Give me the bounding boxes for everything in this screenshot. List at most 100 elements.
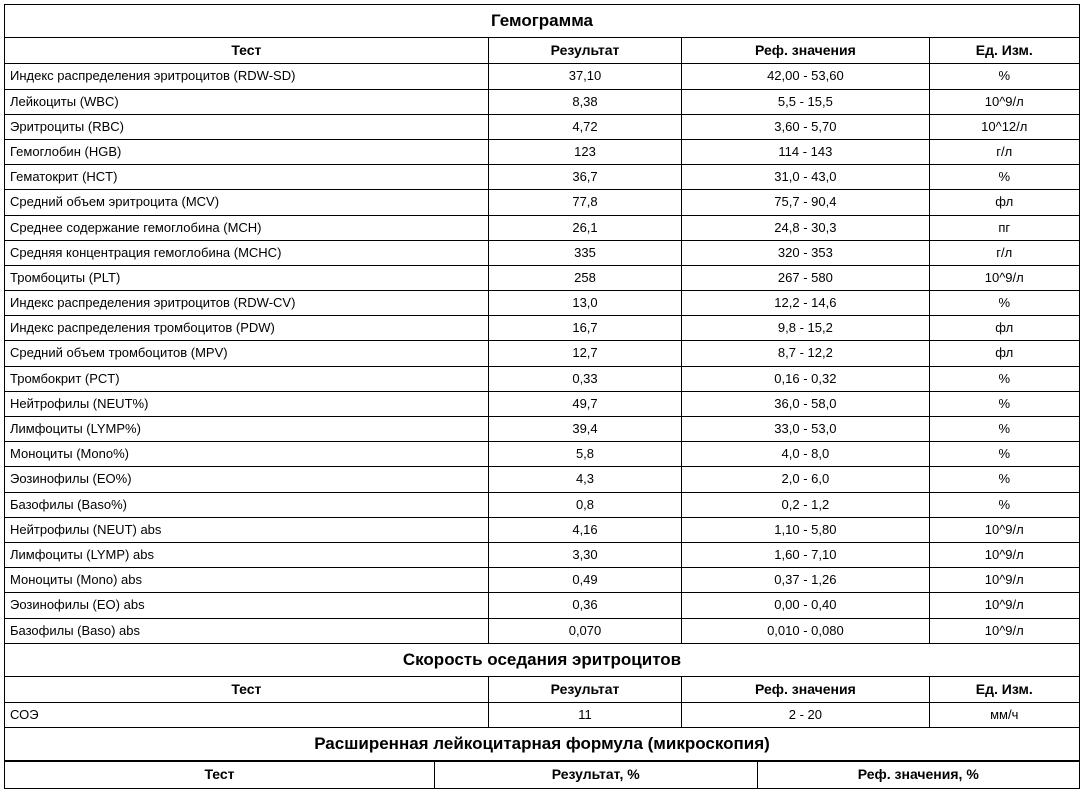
test-name-cell: Индекс распределения эритроцитов (RDW-SD… xyxy=(5,64,489,89)
test-name-cell: Средний объем тромбоцитов (MPV) xyxy=(5,341,489,366)
section1-body: Индекс распределения эритроцитов (RDW-SD… xyxy=(5,64,1080,643)
ref-cell: 24,8 - 30,3 xyxy=(682,215,929,240)
table-row: Индекс распределения эритроцитов (RDW-SD… xyxy=(5,64,1080,89)
table-row: Моноциты (Mono) abs0,490,37 - 1,2610^9/л xyxy=(5,568,1080,593)
ref-cell: 4,0 - 8,0 xyxy=(682,442,929,467)
result-cell: 49,7 xyxy=(488,391,682,416)
result-cell: 0,33 xyxy=(488,366,682,391)
table-row: Гемоглобин (HGB)123114 - 143г/л xyxy=(5,139,1080,164)
unit-cell: 10^9/л xyxy=(929,265,1080,290)
ref-cell: 0,00 - 0,40 xyxy=(682,593,929,618)
result-cell: 5,8 xyxy=(488,442,682,467)
unit-cell: % xyxy=(929,467,1080,492)
ref-cell: 1,60 - 7,10 xyxy=(682,542,929,567)
unit-cell: % xyxy=(929,366,1080,391)
test-name-cell: Индекс распределения эритроцитов (RDW-CV… xyxy=(5,291,489,316)
ref-cell: 42,00 - 53,60 xyxy=(682,64,929,89)
table-row: Тромбокрит (PCT)0,330,16 - 0,32% xyxy=(5,366,1080,391)
unit-cell: фл xyxy=(929,190,1080,215)
table-row: Эозинофилы (EO%)4,32,0 - 6,0% xyxy=(5,467,1080,492)
section2-header-test: Тест xyxy=(5,676,489,703)
section2-header-ref: Реф. значения xyxy=(682,676,929,703)
ref-cell: 1,10 - 5,80 xyxy=(682,517,929,542)
test-name-cell: СОЭ xyxy=(5,703,489,728)
result-cell: 4,3 xyxy=(488,467,682,492)
test-name-cell: Нейтрофилы (NEUT%) xyxy=(5,391,489,416)
ref-cell: 31,0 - 43,0 xyxy=(682,165,929,190)
table-row: Индекс распределения эритроцитов (RDW-CV… xyxy=(5,291,1080,316)
ref-cell: 0,2 - 1,2 xyxy=(682,492,929,517)
test-name-cell: Моноциты (Mono) abs xyxy=(5,568,489,593)
result-cell: 8,38 xyxy=(488,89,682,114)
section1-title: Гемограмма xyxy=(5,5,1080,38)
table-row: Средний объем эритроцита (MCV)77,875,7 -… xyxy=(5,190,1080,215)
section2-title: Скорость оседания эритроцитов xyxy=(5,643,1080,676)
result-cell: 36,7 xyxy=(488,165,682,190)
ref-cell: 0,37 - 1,26 xyxy=(682,568,929,593)
test-name-cell: Лимфоциты (LYMP%) xyxy=(5,417,489,442)
test-name-cell: Гематокрит (HCT) xyxy=(5,165,489,190)
section3-header-row: Тест Результат, % Реф. значения, % xyxy=(5,762,1080,789)
test-name-cell: Тромбоциты (PLT) xyxy=(5,265,489,290)
ref-cell: 3,60 - 5,70 xyxy=(682,114,929,139)
unit-cell: 10^12/л xyxy=(929,114,1080,139)
unit-cell: % xyxy=(929,442,1080,467)
result-cell: 123 xyxy=(488,139,682,164)
test-name-cell: Эритроциты (RBC) xyxy=(5,114,489,139)
unit-cell: % xyxy=(929,291,1080,316)
result-cell: 39,4 xyxy=(488,417,682,442)
unit-cell: % xyxy=(929,165,1080,190)
result-cell: 4,16 xyxy=(488,517,682,542)
ref-cell: 0,010 - 0,080 xyxy=(682,618,929,643)
test-name-cell: Лимфоциты (LYMP) abs xyxy=(5,542,489,567)
section1-title-row: Гемограмма xyxy=(5,5,1080,38)
section3-header-ref: Реф. значения, % xyxy=(757,762,1080,789)
test-name-cell: Эозинофилы (EO) abs xyxy=(5,593,489,618)
table-row: Средний объем тромбоцитов (MPV)12,78,7 -… xyxy=(5,341,1080,366)
section2-body: СОЭ112 - 20мм/ч xyxy=(5,703,1080,728)
lab-results-table: Гемограмма Тест Результат Реф. значения … xyxy=(4,4,1080,761)
result-cell: 0,8 xyxy=(488,492,682,517)
test-name-cell: Нейтрофилы (NEUT) abs xyxy=(5,517,489,542)
result-cell: 3,30 xyxy=(488,542,682,567)
result-cell: 4,72 xyxy=(488,114,682,139)
ref-cell: 9,8 - 15,2 xyxy=(682,316,929,341)
test-name-cell: Базофилы (Baso%) xyxy=(5,492,489,517)
table-row: Лейкоциты (WBC)8,385,5 - 15,510^9/л xyxy=(5,89,1080,114)
result-cell: 13,0 xyxy=(488,291,682,316)
test-name-cell: Лейкоциты (WBC) xyxy=(5,89,489,114)
ref-cell: 12,2 - 14,6 xyxy=(682,291,929,316)
table-row: Эозинофилы (EO) abs0,360,00 - 0,4010^9/л xyxy=(5,593,1080,618)
result-cell: 335 xyxy=(488,240,682,265)
section3-header-table: Тест Результат, % Реф. значения, % xyxy=(4,761,1080,789)
table-row: Моноциты (Mono%)5,84,0 - 8,0% xyxy=(5,442,1080,467)
unit-cell: % xyxy=(929,417,1080,442)
ref-cell: 114 - 143 xyxy=(682,139,929,164)
unit-cell: 10^9/л xyxy=(929,568,1080,593)
result-cell: 0,070 xyxy=(488,618,682,643)
section1-header-row: Тест Результат Реф. значения Ед. Изм. xyxy=(5,37,1080,64)
unit-cell: фл xyxy=(929,341,1080,366)
unit-cell: 10^9/л xyxy=(929,542,1080,567)
result-cell: 77,8 xyxy=(488,190,682,215)
table-row: Лимфоциты (LYMP%)39,433,0 - 53,0% xyxy=(5,417,1080,442)
table-row: Базофилы (Baso%)0,80,2 - 1,2% xyxy=(5,492,1080,517)
section1-header-ref: Реф. значения xyxy=(682,37,929,64)
test-name-cell: Эозинофилы (EO%) xyxy=(5,467,489,492)
test-name-cell: Гемоглобин (HGB) xyxy=(5,139,489,164)
table-row: Индекс распределения тромбоцитов (PDW)16… xyxy=(5,316,1080,341)
result-cell: 258 xyxy=(488,265,682,290)
test-name-cell: Средний объем эритроцита (MCV) xyxy=(5,190,489,215)
ref-cell: 75,7 - 90,4 xyxy=(682,190,929,215)
result-cell: 16,7 xyxy=(488,316,682,341)
result-cell: 0,36 xyxy=(488,593,682,618)
unit-cell: 10^9/л xyxy=(929,517,1080,542)
unit-cell: % xyxy=(929,391,1080,416)
unit-cell: г/л xyxy=(929,139,1080,164)
table-row: Базофилы (Baso) abs0,0700,010 - 0,08010^… xyxy=(5,618,1080,643)
result-cell: 37,10 xyxy=(488,64,682,89)
table-row: Лимфоциты (LYMP) abs3,301,60 - 7,1010^9/… xyxy=(5,542,1080,567)
table-row: Среднее содержание гемоглобина (MCH)26,1… xyxy=(5,215,1080,240)
ref-cell: 2 - 20 xyxy=(682,703,929,728)
unit-cell: г/л xyxy=(929,240,1080,265)
